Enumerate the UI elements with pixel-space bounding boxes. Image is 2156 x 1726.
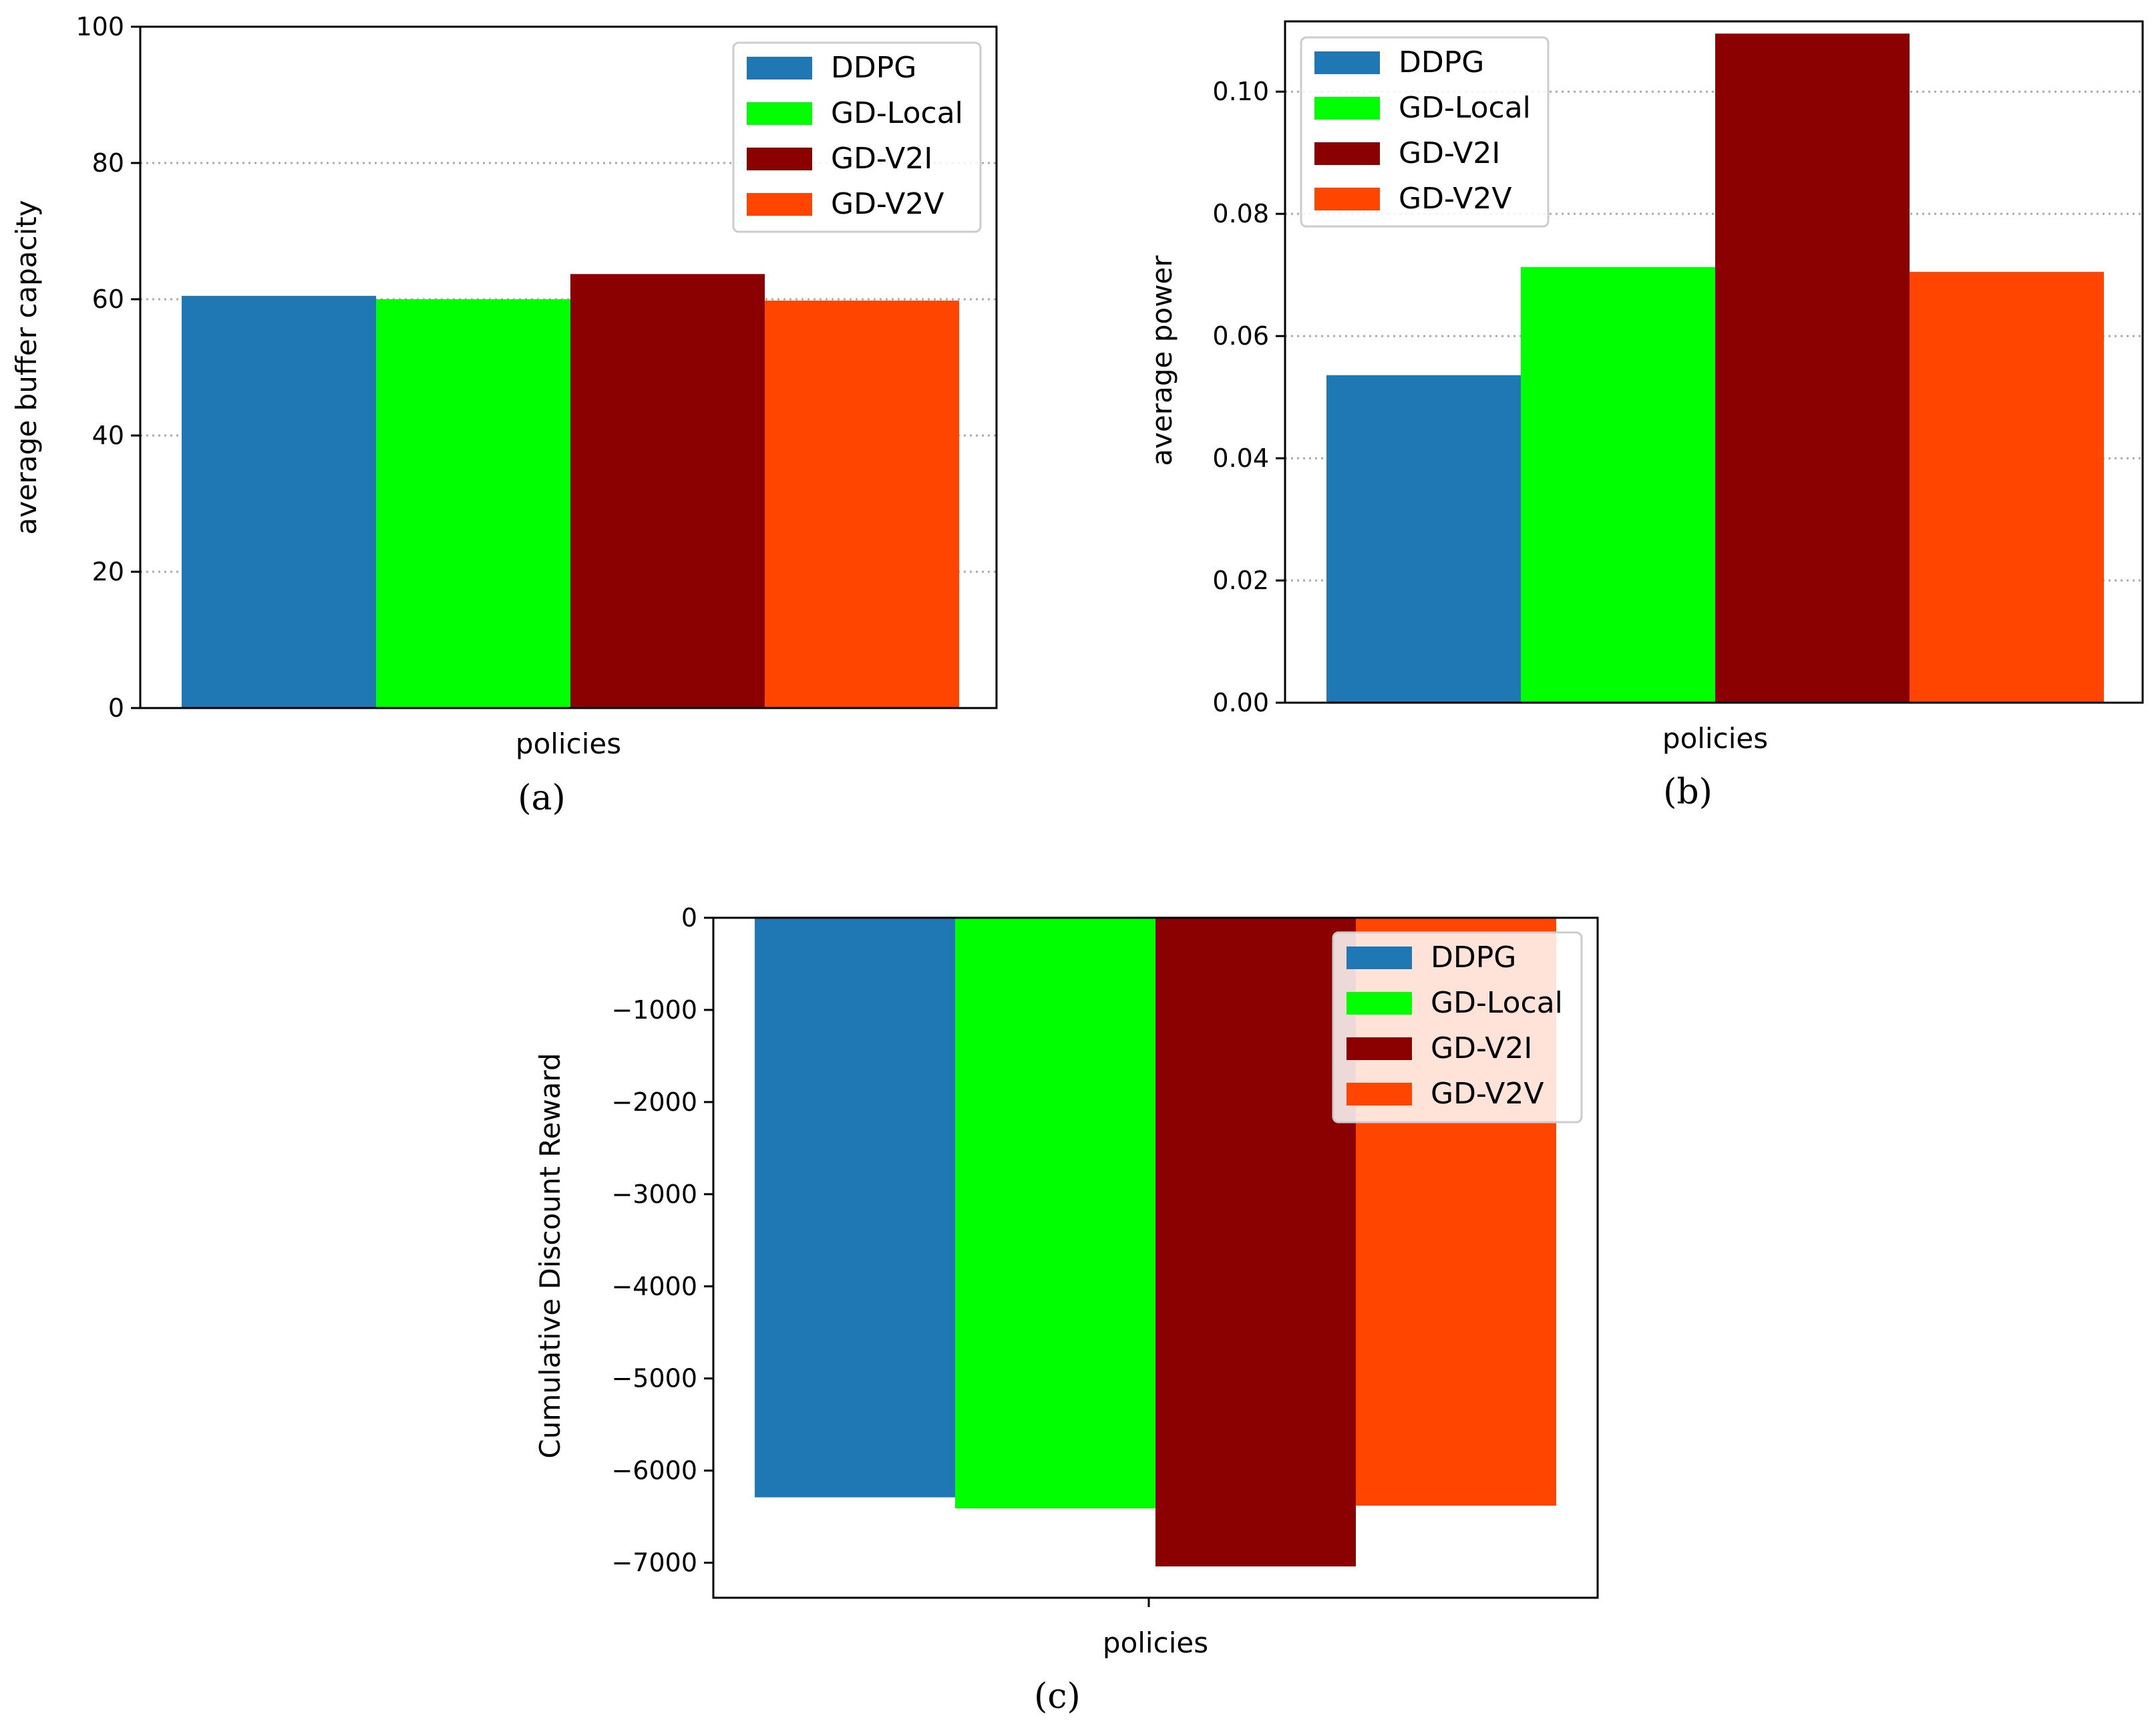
legend: DDPG GD-Local GD-V2I GD-V2V	[1300, 36, 1550, 228]
bar-gd-local	[955, 918, 1155, 1509]
y-tick-label: 20	[92, 557, 124, 586]
y-tick-label: −1000	[611, 995, 697, 1025]
bar-gd-v2i	[1155, 918, 1356, 1567]
legend-label-gd-local: GD-Local	[1431, 986, 1563, 1020]
legend-swatch-gd-local	[747, 102, 812, 125]
y-tick-label: −6000	[611, 1456, 697, 1486]
y-tick-label: 0.06	[1212, 321, 1269, 351]
legend-box	[1332, 931, 1583, 1124]
y-tick-label: 0.02	[1212, 566, 1269, 595]
bar-gd-v2i	[1715, 33, 1910, 703]
legend-label-gd-local: GD-Local	[831, 96, 963, 130]
legend-label-ddpg: DDPG	[1399, 45, 1484, 79]
y-axis-label: average buffer capacity	[10, 200, 43, 534]
legend-label-gd-local: GD-Local	[1399, 91, 1531, 125]
panel-caption: (a)	[518, 778, 566, 818]
y-tick-label: 60	[92, 285, 124, 314]
legend-swatch-gd-v2i	[1314, 142, 1380, 165]
y-tick-label: 0.08	[1212, 199, 1269, 228]
y-tick-label: 0	[108, 693, 124, 723]
legend-label-gd-v2i: GD-V2I	[1399, 136, 1500, 170]
legend-box	[732, 41, 982, 233]
y-tick-label: 0	[681, 903, 697, 932]
plot-frame	[1284, 20, 2144, 704]
legend-label-gd-v2v: GD-V2V	[1431, 1077, 1544, 1111]
legend-swatch-gd-v2v	[1346, 1083, 1412, 1105]
panel-caption: (b)	[1663, 772, 1713, 812]
bar-gd-local	[1521, 267, 1715, 703]
legend: DDPG GD-Local GD-V2I GD-V2V	[1332, 931, 1583, 1124]
bar-ddpg	[755, 918, 955, 1498]
bar-ddpg	[1326, 375, 1521, 703]
legend-swatch-gd-v2v	[1314, 188, 1380, 210]
plot-frame	[712, 916, 1599, 1599]
bar-gd-v2v	[765, 301, 959, 708]
legend-swatch-gd-local	[1314, 97, 1380, 120]
legend-swatch-gd-v2i	[1346, 1037, 1412, 1060]
legend-swatch-gd-local	[1346, 992, 1412, 1015]
y-axis-label: Cumulative Discount Reward	[534, 1053, 566, 1458]
chart-panel-c: 0 −1000 −2000 −3000 −4000 −5000 −6000 −7000 poli…	[534, 903, 1599, 1717]
chart-panel-b: 0.00 0.02 0.04 0.06 0.08 0.10 policies average …	[1145, 20, 2144, 812]
y-tick-label: 80	[92, 148, 124, 178]
legend-label-ddpg: DDPG	[831, 51, 916, 85]
legend-label-gd-v2v: GD-V2V	[1399, 182, 1511, 216]
plot-frame	[139, 25, 998, 709]
y-tick-label: −2000	[611, 1087, 697, 1117]
legend-swatch-ddpg	[747, 57, 812, 79]
y-tick-label: −5000	[611, 1364, 697, 1393]
y-axis-label: average power	[1145, 255, 1178, 466]
bar-gd-v2v	[1910, 272, 2104, 703]
y-tick-label: −7000	[611, 1548, 697, 1578]
legend-label-gd-v2i: GD-V2I	[1431, 1031, 1532, 1065]
bar-ddpg	[182, 295, 376, 708]
chart-panel-a: 0 20 40 60 80 100 policies average buffer capac…	[10, 12, 998, 818]
legend-label-gd-v2i: GD-V2I	[831, 142, 932, 176]
x-axis-label: policies	[1662, 722, 1768, 755]
legend-label-gd-v2v: GD-V2V	[831, 187, 944, 221]
y-tick-label: 100	[75, 12, 124, 41]
legend-swatch-gd-v2v	[747, 193, 812, 216]
legend: DDPG GD-Local GD-V2I GD-V2V	[732, 41, 982, 233]
legend-swatch-ddpg	[1346, 946, 1412, 969]
panel-caption: (c)	[1034, 1677, 1081, 1717]
y-tick-label: −4000	[611, 1272, 697, 1301]
legend-label-ddpg: DDPG	[1431, 940, 1516, 975]
bar-gd-local	[376, 299, 570, 708]
legend-box	[1300, 36, 1550, 228]
legend-swatch-ddpg	[1314, 51, 1380, 74]
y-tick-label: 0.04	[1212, 444, 1269, 473]
legend-swatch-gd-v2i	[747, 148, 812, 170]
x-axis-label: policies	[1103, 1626, 1208, 1659]
y-tick-label: 0.10	[1212, 77, 1269, 106]
y-tick-label: −3000	[611, 1180, 697, 1209]
bar-gd-v2i	[570, 274, 765, 708]
y-tick-label: 0.00	[1212, 688, 1269, 717]
x-axis-label: policies	[516, 727, 621, 760]
y-tick-label: 40	[92, 421, 124, 450]
